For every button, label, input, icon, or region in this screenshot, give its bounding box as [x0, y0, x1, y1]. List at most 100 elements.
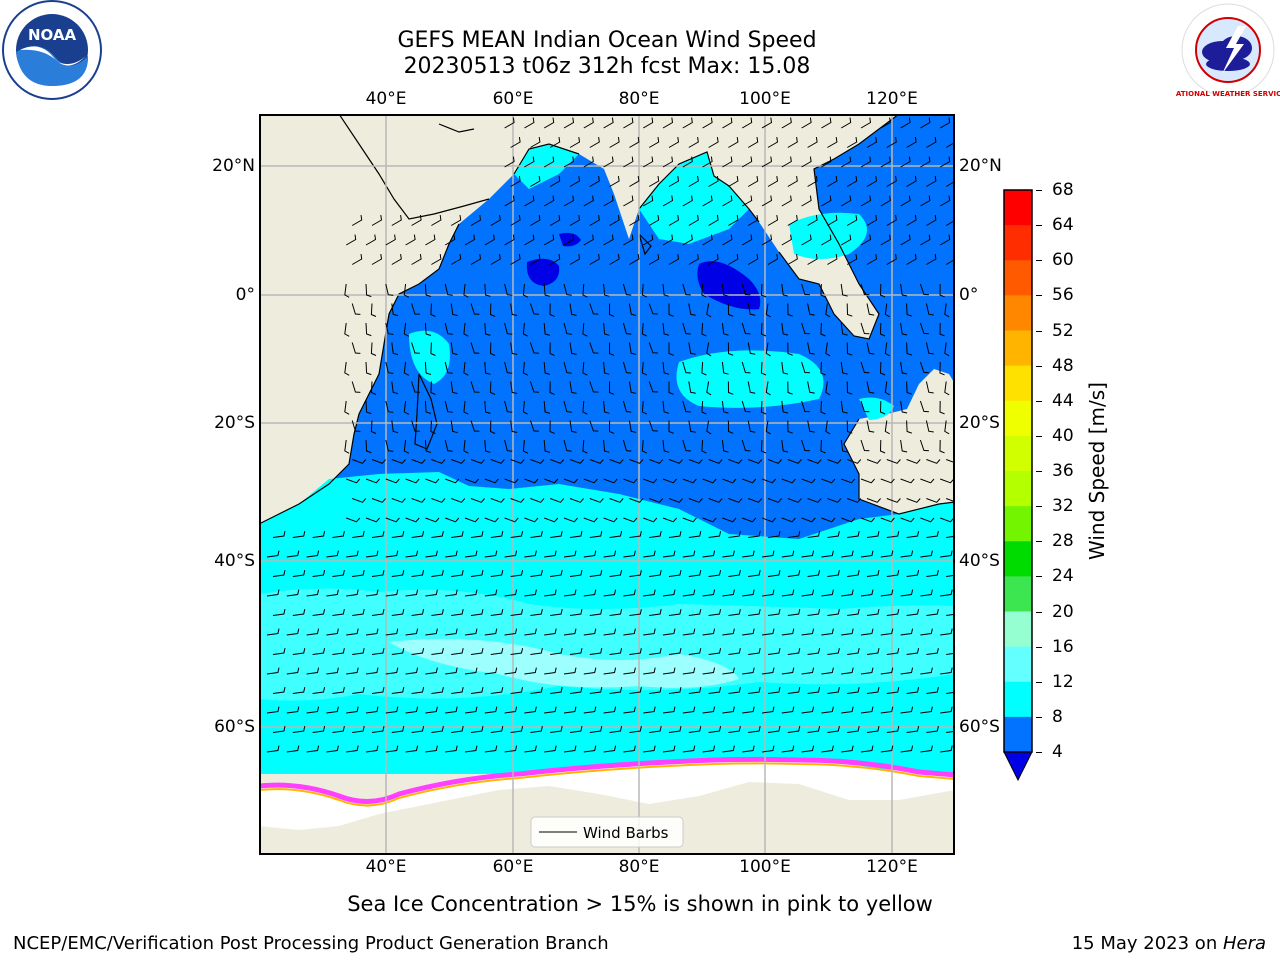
wind-barb — [787, 176, 798, 187]
wind-barb — [821, 745, 834, 753]
wind-barb — [748, 647, 761, 655]
wind-barb — [529, 303, 539, 315]
colorbar-tick-label: 20 — [1052, 601, 1074, 622]
wind-barb — [549, 254, 561, 265]
wind-barb — [603, 628, 617, 636]
left-lat-label: 20°S — [214, 413, 255, 433]
wind-barb — [841, 628, 854, 636]
wind-barb — [623, 628, 636, 636]
wind-barb — [668, 254, 680, 265]
wind-barb — [900, 361, 908, 375]
colorbar-tick-label: 64 — [1052, 215, 1074, 236]
wind-barb — [450, 215, 462, 226]
wind-barb — [549, 176, 561, 187]
wind-barb — [648, 254, 660, 265]
wind-barb — [906, 381, 912, 395]
wind-barb — [391, 498, 406, 503]
wind-barb — [760, 439, 767, 454]
wind-barb — [840, 156, 852, 168]
wind-barb — [549, 381, 555, 395]
wind-barb — [589, 608, 603, 616]
wind-barb — [668, 137, 680, 148]
wind-barb — [603, 478, 618, 484]
wind-barb — [550, 647, 563, 655]
wind-barb — [900, 517, 915, 523]
wind-barb — [807, 381, 815, 394]
colorbar-segment — [1004, 681, 1032, 718]
wind-barb — [445, 517, 460, 523]
colorbar-segment — [1004, 225, 1032, 261]
wind-barb — [470, 569, 484, 577]
wind-barb — [682, 361, 691, 374]
wind-barb — [807, 303, 815, 316]
wind-barb — [569, 498, 584, 503]
wind-barb — [920, 517, 935, 523]
wind-barb — [662, 283, 670, 297]
wind-barb — [484, 283, 491, 297]
wind-barb — [781, 361, 789, 375]
wind-barb — [643, 478, 658, 484]
left-lat-label: 60°S — [214, 717, 255, 737]
wind-barb — [583, 667, 597, 675]
wind-barb — [444, 283, 453, 296]
wind-barb — [286, 589, 300, 597]
colorbar-segment — [1004, 471, 1032, 507]
wind-barb — [742, 667, 755, 675]
wind-barb — [747, 215, 759, 226]
wind-barb — [510, 176, 521, 187]
wind-barb — [662, 117, 674, 129]
wind-barb — [944, 303, 950, 318]
wind-barb — [708, 647, 722, 655]
wind-barb — [787, 569, 801, 577]
wind-barb — [365, 322, 372, 337]
wind-barb — [682, 667, 696, 675]
wind-barb — [880, 628, 894, 636]
wind-barb — [312, 608, 326, 616]
wind-barb — [748, 498, 763, 503]
wind-barb — [629, 530, 642, 538]
wind-barb — [648, 381, 658, 393]
wind-barb — [860, 745, 874, 753]
wind-barb — [721, 439, 729, 453]
wind-barb — [332, 569, 345, 577]
colorbar-tick-mark — [1036, 295, 1042, 297]
wind-barb — [920, 667, 933, 675]
wind-barb — [939, 283, 945, 298]
noaa-logo-text: NOAA — [28, 26, 77, 44]
wind-barb — [801, 550, 815, 558]
wind-barb — [371, 608, 385, 616]
wind-barb — [583, 117, 594, 129]
wind-barb — [484, 322, 491, 336]
wind-barb — [708, 215, 719, 226]
wind-barb — [767, 608, 781, 616]
wind-barb — [544, 478, 559, 484]
wind-barb — [292, 608, 306, 616]
wind-barb — [563, 478, 578, 484]
wind-barb — [603, 550, 617, 558]
wind-barb — [926, 569, 939, 577]
wind-barb — [900, 195, 911, 207]
wind-barb — [662, 517, 677, 523]
wind-barb — [787, 498, 802, 503]
wind-barb — [326, 667, 339, 675]
wind-barb — [820, 283, 826, 298]
wind-barb — [940, 667, 953, 675]
wind-barb — [464, 589, 478, 597]
wind-barb — [411, 215, 422, 226]
wind-barb — [332, 530, 345, 538]
wind-barb — [530, 498, 545, 503]
wind-barb — [589, 459, 604, 464]
wind-barb — [841, 517, 856, 523]
wind-barb — [609, 176, 620, 187]
wind-barb — [906, 498, 921, 503]
wind-barb — [365, 706, 379, 714]
wind-barb — [688, 342, 696, 355]
wind-barb — [688, 498, 703, 503]
wind-barb — [643, 517, 658, 523]
wind-barb — [649, 569, 662, 577]
wind-barb — [781, 322, 789, 336]
wind-barb — [765, 381, 771, 396]
wind-barb — [306, 706, 320, 714]
wind-barb — [424, 322, 432, 336]
wind-barb — [760, 361, 767, 376]
